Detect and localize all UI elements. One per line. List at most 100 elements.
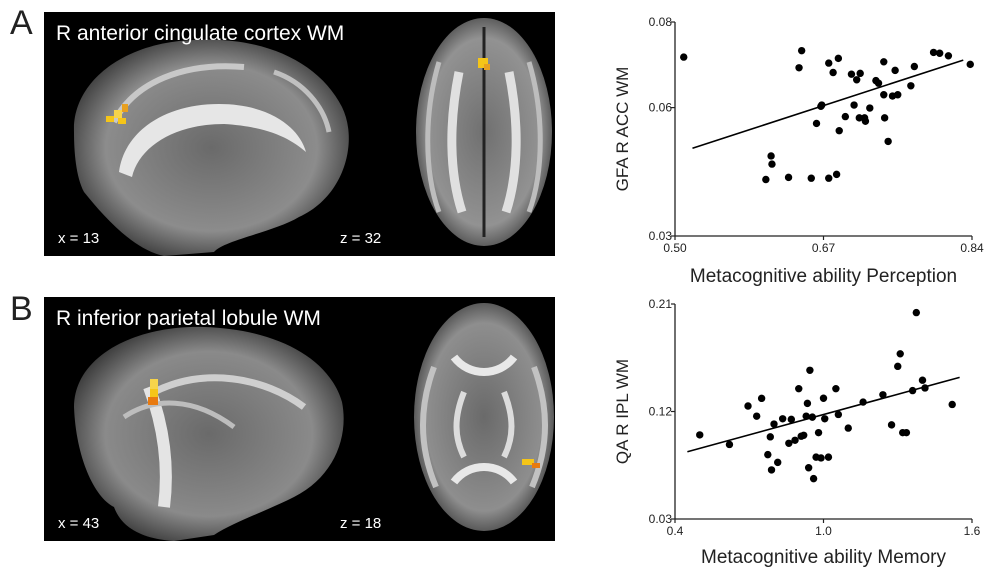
data-point bbox=[825, 174, 833, 182]
highlight-sagittal-b bbox=[150, 379, 158, 389]
data-point bbox=[891, 66, 899, 75]
data-point bbox=[797, 46, 806, 55]
data-point bbox=[880, 58, 888, 66]
x-axis-label: Metacognitive ability Perception bbox=[690, 266, 957, 287]
x-tick-label: 0.50 bbox=[663, 241, 687, 255]
axial-slice-b bbox=[414, 303, 554, 531]
data-point bbox=[809, 474, 818, 483]
data-point bbox=[884, 137, 892, 146]
data-point bbox=[832, 170, 841, 179]
x-tick-label: 1.0 bbox=[815, 524, 832, 538]
data-point bbox=[808, 413, 817, 421]
sagittal-slice-a bbox=[73, 39, 349, 256]
axial-coord-a: z = 32 bbox=[340, 230, 382, 247]
data-point bbox=[860, 114, 869, 122]
panel-title-a: R anterior cingulate cortex WM bbox=[56, 22, 345, 45]
highlight-axial-a bbox=[478, 58, 488, 68]
data-point bbox=[856, 69, 864, 78]
corpus-callosum-a bbox=[119, 104, 306, 177]
data-point bbox=[787, 415, 796, 424]
data-point bbox=[725, 440, 734, 449]
data-point bbox=[802, 412, 810, 420]
data-point bbox=[804, 464, 813, 472]
data-point bbox=[834, 54, 843, 63]
data-point bbox=[791, 436, 799, 444]
data-point bbox=[874, 79, 883, 87]
brain-image-panel-b: R inferior parietal lobule WM x = 43 z =… bbox=[44, 297, 555, 541]
sagittal-slice-b bbox=[74, 326, 344, 541]
data-point bbox=[812, 119, 821, 128]
data-point bbox=[766, 433, 774, 441]
data-point bbox=[894, 362, 902, 371]
data-point bbox=[764, 450, 772, 459]
y-tick-label: 0.03 bbox=[649, 229, 673, 243]
data-point bbox=[908, 386, 917, 395]
data-point bbox=[824, 453, 833, 461]
data-point bbox=[817, 454, 825, 462]
data-point bbox=[910, 62, 919, 71]
data-point bbox=[767, 466, 776, 474]
data-point bbox=[850, 101, 858, 109]
data-point bbox=[887, 421, 896, 429]
data-point bbox=[768, 160, 776, 168]
data-point bbox=[912, 308, 921, 317]
data-point bbox=[844, 424, 852, 432]
data-point bbox=[834, 410, 843, 419]
panel-letter-a: A bbox=[10, 4, 33, 42]
y-axis-label: QA R IPL WM bbox=[613, 359, 632, 464]
data-point bbox=[866, 104, 874, 112]
data-point bbox=[859, 398, 867, 406]
data-point bbox=[803, 399, 812, 408]
data-point bbox=[785, 439, 793, 447]
x-tick-label: 0.84 bbox=[960, 241, 984, 255]
data-point bbox=[778, 415, 787, 423]
data-point bbox=[807, 174, 815, 182]
axial-coord-b: z = 18 bbox=[340, 515, 382, 532]
scatter-plot-memory: 0.03 0.12 0.21 0.4 1.0 1.6 Metacognitive abili… bbox=[613, 297, 981, 567]
brain-slices-b bbox=[74, 303, 554, 541]
data-point bbox=[757, 394, 766, 403]
x-tick-label: 0.4 bbox=[667, 524, 684, 538]
data-point bbox=[880, 91, 888, 99]
data-point bbox=[752, 412, 761, 420]
data-point bbox=[819, 394, 828, 402]
brain-slices-a bbox=[73, 18, 552, 256]
panel-title-b: R inferior parietal lobule WM bbox=[56, 307, 321, 330]
data-point bbox=[879, 391, 887, 399]
data-point bbox=[762, 175, 770, 184]
data-point bbox=[795, 64, 803, 72]
data-point bbox=[907, 82, 915, 90]
data-point bbox=[847, 70, 856, 78]
x-axis-label: Metacognitive ability Memory bbox=[701, 547, 946, 567]
data-point bbox=[966, 60, 974, 69]
y-tick-label: 0.03 bbox=[649, 512, 673, 526]
y-axis-label: GFA R ACC WM bbox=[613, 67, 632, 192]
data-point bbox=[806, 366, 814, 374]
data-point bbox=[944, 52, 953, 60]
regression-line bbox=[692, 59, 964, 150]
data-point bbox=[855, 114, 864, 122]
sagittal-coord-a: x = 13 bbox=[58, 230, 100, 247]
data-point bbox=[784, 173, 793, 182]
data-point bbox=[835, 127, 843, 135]
y-tick-label: 0.08 bbox=[649, 15, 673, 29]
highlight-sagittal-a bbox=[106, 116, 114, 122]
data-point bbox=[841, 112, 850, 121]
data-point bbox=[896, 350, 904, 358]
data-point bbox=[829, 68, 837, 77]
sagittal-coord-b: x = 43 bbox=[58, 515, 100, 532]
data-point bbox=[918, 376, 927, 384]
y-tick-label: 0.12 bbox=[649, 405, 673, 419]
highlight-axial-b bbox=[522, 459, 534, 465]
panel-letter-b: B bbox=[10, 290, 33, 328]
data-point bbox=[774, 458, 782, 467]
data-point bbox=[818, 101, 826, 109]
data-point bbox=[902, 428, 911, 437]
data-point bbox=[767, 152, 775, 160]
data-point bbox=[880, 114, 889, 122]
x-tick-label: 0.67 bbox=[812, 241, 836, 255]
x-tick-label: 1.6 bbox=[964, 524, 981, 538]
y-tick-label: 0.21 bbox=[649, 297, 673, 311]
data-point bbox=[948, 400, 956, 409]
